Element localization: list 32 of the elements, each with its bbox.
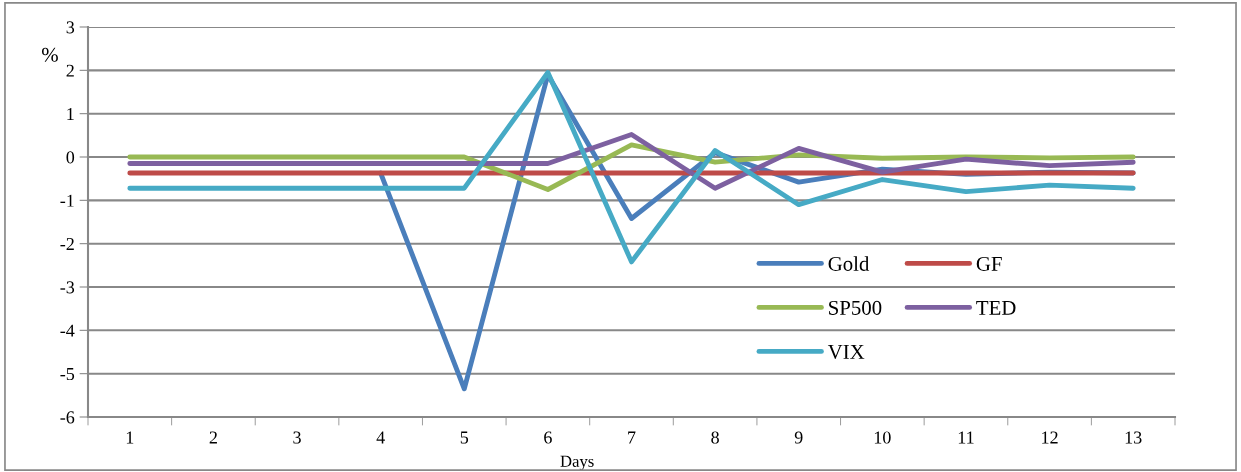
x-axis-title: Days — [560, 455, 594, 471]
x-tick-label: 4 — [376, 431, 385, 444]
x-tick-label: 12 — [1042, 431, 1058, 444]
y-tick-label: 1 — [67, 108, 74, 120]
legend-label: SP500 — [829, 300, 882, 315]
x-tick-label: 3 — [293, 431, 301, 444]
legend-label: GF — [976, 256, 1002, 271]
legend-label: TED — [976, 301, 1016, 315]
y-tick-label: 2 — [66, 64, 74, 77]
legend-label: VIX — [827, 345, 865, 360]
x-tick-label: 8 — [711, 431, 719, 444]
y-tick-label: 0 — [66, 151, 75, 164]
x-tick-label: 9 — [794, 431, 803, 444]
y-tick-label: -6 — [60, 411, 75, 424]
y-tick-label: -2 — [60, 237, 74, 250]
y-tick-label: -5 — [60, 368, 75, 381]
x-tick-label: 6 — [544, 431, 552, 444]
x-tick-label: 5 — [460, 431, 469, 444]
y-tick-label: -1 — [60, 194, 74, 207]
y-tick-label: -3 — [60, 281, 75, 294]
x-tick-label: 11 — [958, 431, 974, 444]
line-series — [127, 132, 1136, 191]
legend-label: Gold — [828, 256, 870, 271]
y-tick-label: 3 — [66, 21, 75, 34]
line-series — [127, 142, 1136, 192]
x-tick-label: 10 — [874, 431, 891, 444]
x-tick-label: 13 — [1125, 431, 1142, 444]
x-tick-label: 2 — [209, 431, 217, 444]
y-axis-title: % — [41, 47, 58, 62]
x-tick-label: 7 — [628, 431, 636, 444]
x-tick-label: 1 — [126, 431, 134, 444]
y-tick-label: -4 — [60, 324, 75, 337]
